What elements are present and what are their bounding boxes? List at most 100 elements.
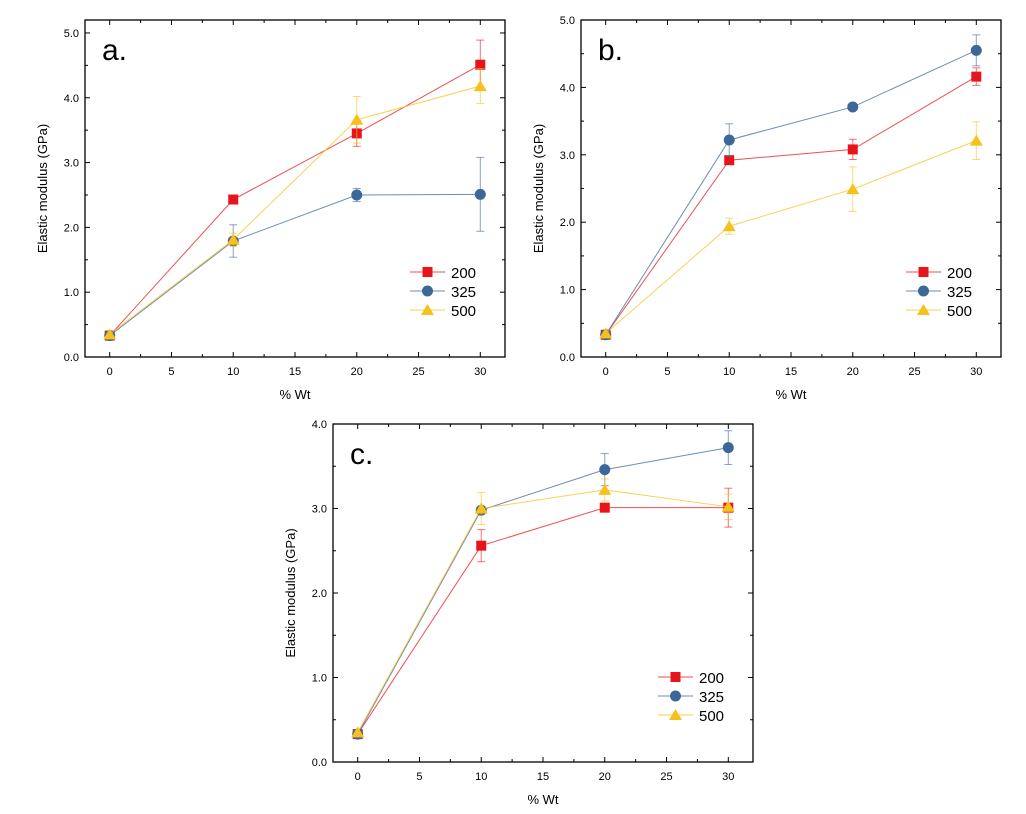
series-line <box>109 193 481 337</box>
data-point <box>475 59 486 70</box>
y-tick-label: 5.0 <box>64 28 79 40</box>
legend-label: 500 <box>699 708 724 725</box>
legend-item-500: 500 <box>410 303 476 320</box>
series-line <box>605 76 977 336</box>
legend-marker <box>918 267 929 277</box>
data-point <box>971 71 982 82</box>
legend-item-500: 500 <box>906 303 972 320</box>
x-tick-label: 30 <box>722 771 734 783</box>
data-point <box>473 80 487 92</box>
y-tick-label: 2.0 <box>64 222 79 234</box>
data-point <box>474 502 488 514</box>
x-tick-label: 0 <box>107 366 113 378</box>
data-point <box>476 540 487 551</box>
data-point <box>103 328 117 340</box>
y-tick-label: 2.0 <box>560 217 575 229</box>
x-tick-label: 15 <box>289 366 301 378</box>
data-point <box>722 220 736 232</box>
y-tick-label: 4.0 <box>64 93 79 105</box>
data-point <box>847 144 858 155</box>
y-tick-label: 4.0 <box>312 419 327 431</box>
data-point <box>228 194 239 205</box>
legend-label: 200 <box>451 265 476 282</box>
data-point <box>846 183 860 195</box>
y-axis-label: Elastic modulus (GPa) <box>283 528 298 657</box>
legend-marker <box>422 267 433 277</box>
data-point <box>723 134 735 146</box>
data-point <box>351 189 363 201</box>
data-point <box>599 464 611 476</box>
chart-panel-b: 0 5 10 15 20 25 30 0.0 1.0 2.0 3.0 4.0 5.0 % Wt Elasti… <box>531 15 1002 402</box>
data-point <box>970 44 982 56</box>
x-tick-label: 30 <box>474 366 486 378</box>
x-tick-label: 15 <box>537 771 549 783</box>
data-point <box>226 233 240 245</box>
series-200 <box>600 67 982 340</box>
x-tick-label: 5 <box>168 366 174 378</box>
x-tick-label: 5 <box>416 771 422 783</box>
chart-panel-c: 0 5 10 15 20 25 30 0.0 1.0 2.0 3.0 4.0 % Wt Elastic m… <box>283 419 754 807</box>
panel-label: b. <box>598 34 623 67</box>
data-point <box>724 155 735 166</box>
x-tick-label: 25 <box>412 366 424 378</box>
chart-panel-a: 0 5 10 15 20 25 30 0.0 1.0 2.0 3.0 4.0 5.0 % Wt Elasti… <box>35 19 506 402</box>
legend-item-200: 200 <box>658 670 724 687</box>
legend-label: 325 <box>451 284 476 301</box>
y-axis-label: Elastic modulus (GPa) <box>531 124 546 253</box>
series-line <box>109 64 481 336</box>
y-tick-label: 3.0 <box>560 150 575 162</box>
data-point <box>721 500 735 512</box>
x-axis-label: % Wt <box>775 387 806 402</box>
series-line <box>605 49 977 336</box>
series-200 <box>352 487 734 740</box>
x-tick-label: 20 <box>599 771 611 783</box>
y-tick-label: 4.0 <box>560 82 575 94</box>
legend-item-200: 200 <box>906 265 972 282</box>
x-tick-label: 30 <box>970 366 982 378</box>
plot-frame <box>332 423 754 763</box>
legend-marker <box>421 304 434 315</box>
panel-label: a. <box>102 34 127 67</box>
x-tick-label: 10 <box>227 366 239 378</box>
legend-item-200: 200 <box>410 265 476 282</box>
plot-frame <box>580 19 1002 358</box>
legend-item-325: 325 <box>410 284 476 301</box>
data-point <box>847 101 859 113</box>
y-tick-label: 0.0 <box>312 757 327 769</box>
data-point <box>599 327 613 339</box>
x-tick-label: 10 <box>723 366 735 378</box>
legend-label: 500 <box>451 303 476 320</box>
data-point <box>350 113 364 125</box>
legend-label: 200 <box>699 670 724 687</box>
y-tick-label: 1.0 <box>560 285 575 297</box>
x-tick-label: 0 <box>603 366 609 378</box>
data-point <box>598 483 612 495</box>
x-tick-label: 10 <box>475 771 487 783</box>
legend-label: 325 <box>699 689 724 706</box>
legend-marker <box>422 285 433 297</box>
y-tick-label: 3.0 <box>312 504 327 516</box>
data-point <box>722 442 734 454</box>
legend-marker <box>917 304 930 315</box>
legend-marker <box>670 672 681 682</box>
x-tick-label: 5 <box>664 366 670 378</box>
series-line <box>605 140 977 334</box>
series-line <box>109 85 481 335</box>
y-tick-label: 1.0 <box>312 673 327 685</box>
data-point <box>351 726 365 738</box>
data-point <box>474 188 486 200</box>
data-point <box>969 134 983 146</box>
x-tick-label: 25 <box>908 366 920 378</box>
data-point <box>599 502 610 513</box>
x-tick-label: 15 <box>785 366 797 378</box>
x-tick-label: 20 <box>351 366 363 378</box>
legend-marker <box>918 285 929 297</box>
legend-item-325: 325 <box>658 689 724 706</box>
series-line <box>357 447 729 735</box>
legend-item-500: 500 <box>658 708 724 725</box>
series-500 <box>599 121 983 339</box>
y-tick-label: 0.0 <box>560 352 575 364</box>
x-axis-label: % Wt <box>527 792 558 807</box>
x-axis-label: % Wt <box>279 387 310 402</box>
